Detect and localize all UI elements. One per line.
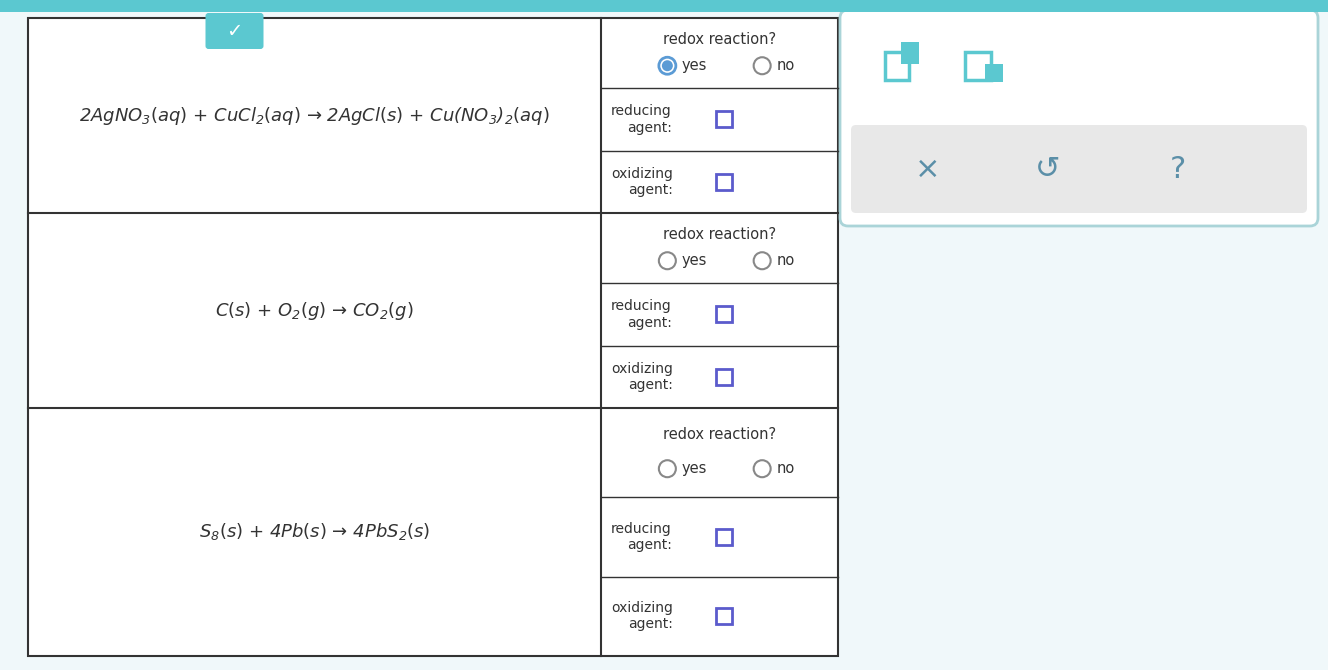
Text: ↺: ↺ — [1036, 155, 1061, 184]
Bar — [965, 52, 991, 80]
Text: $\mathregular{2AgNO_3}$$(aq)$ + $\mathregular{CuCl_2}$$(aq)$ → $\mathregular{2Ag: $\mathregular{2AgNO_3}$$(aq)$ + $\mathre… — [80, 105, 550, 127]
Text: redox reaction?: redox reaction? — [663, 226, 776, 242]
Text: reducing
agent:: reducing agent: — [611, 299, 672, 330]
Bar — [985, 64, 1003, 82]
Bar — [716, 529, 732, 545]
Bar — [900, 42, 919, 64]
Text: oxidizing
agent:: oxidizing agent: — [611, 167, 673, 197]
FancyBboxPatch shape — [206, 13, 263, 49]
Bar — [716, 111, 732, 127]
FancyBboxPatch shape — [0, 0, 1328, 12]
FancyBboxPatch shape — [28, 18, 838, 656]
Text: ×: × — [915, 155, 940, 184]
Text: yes: yes — [681, 253, 706, 268]
Text: yes: yes — [681, 58, 706, 73]
FancyBboxPatch shape — [851, 125, 1307, 213]
Text: redox reaction?: redox reaction? — [663, 31, 776, 46]
Bar — [716, 608, 732, 624]
Text: reducing
agent:: reducing agent: — [611, 105, 672, 135]
Text: no: no — [776, 253, 794, 268]
Text: yes: yes — [681, 461, 706, 476]
Circle shape — [661, 60, 673, 71]
Text: reducing
agent:: reducing agent: — [611, 522, 672, 552]
Text: no: no — [776, 461, 794, 476]
Text: $\mathregular{S_8}$$(s)$ + $\mathregular{4Pb}$$(s)$ → $\mathregular{4PbS_2}$$(s): $\mathregular{S_8}$$(s)$ + $\mathregular… — [199, 521, 430, 543]
Text: no: no — [776, 58, 794, 73]
Bar — [884, 52, 908, 80]
Bar — [716, 174, 732, 190]
FancyBboxPatch shape — [841, 10, 1317, 226]
Text: $\mathregular{C}$$(s)$ + $\mathregular{O_2}$$(g)$ → $\mathregular{CO_2}$$(g)$: $\mathregular{C}$$(s)$ + $\mathregular{O… — [215, 299, 414, 322]
Text: ?: ? — [1170, 155, 1186, 184]
Text: redox reaction?: redox reaction? — [663, 427, 776, 442]
Bar — [716, 306, 732, 322]
Bar — [716, 369, 732, 385]
Text: ✓: ✓ — [226, 21, 243, 40]
Text: oxidizing
agent:: oxidizing agent: — [611, 601, 673, 631]
Text: oxidizing
agent:: oxidizing agent: — [611, 362, 673, 392]
